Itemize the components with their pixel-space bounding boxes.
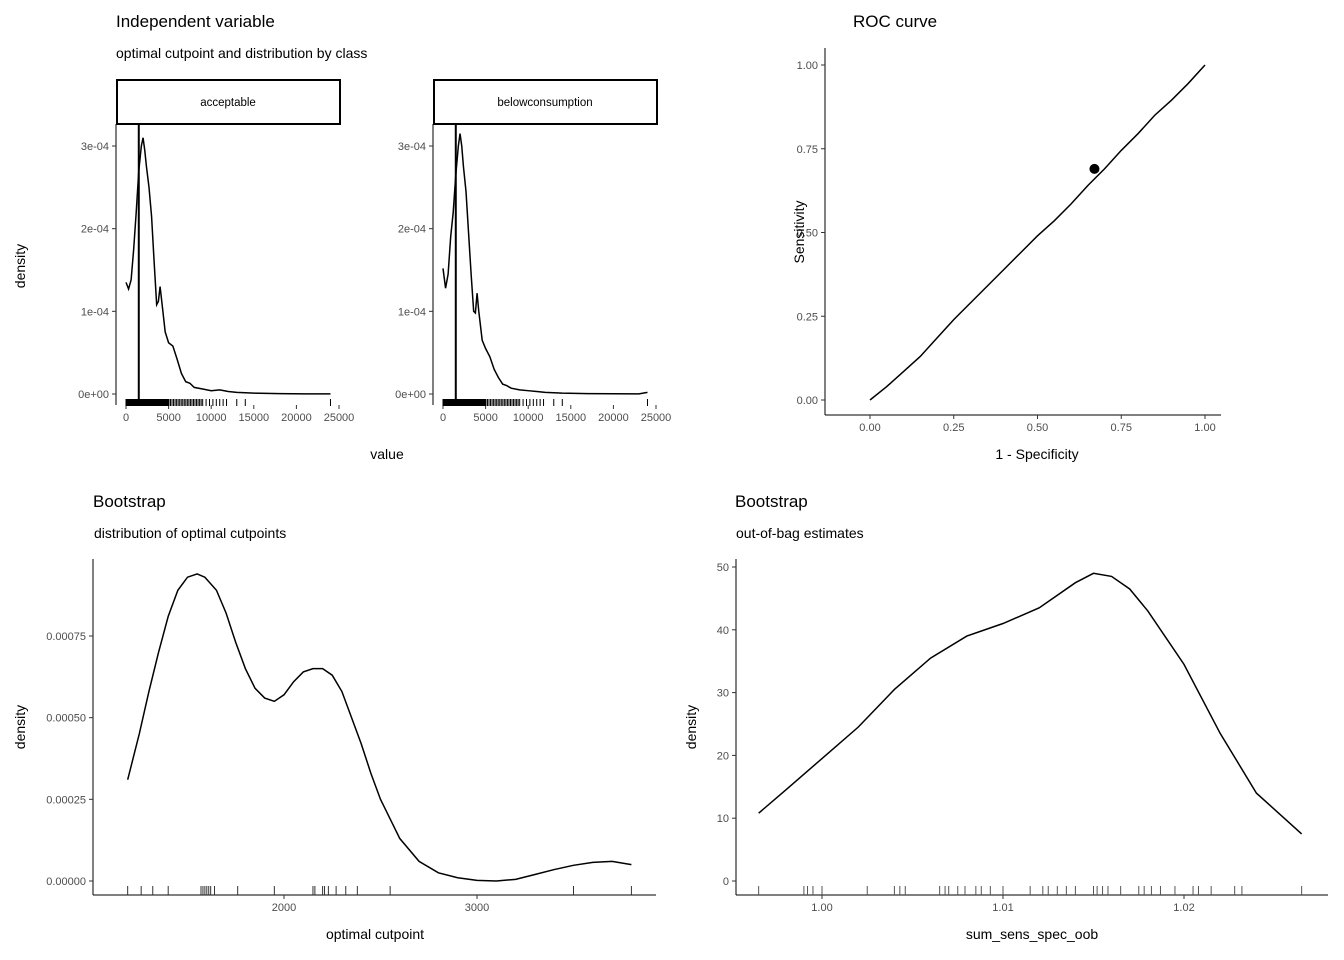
roc-x-tick-label: 0.00 — [859, 422, 880, 434]
facet-belowconsumption-y-tick-label: 2e-04 — [398, 224, 426, 236]
boot-oob-x-tick-label: 1.01 — [992, 902, 1013, 914]
roc-x-ticks: 0.00 0.25 0.50 0.75 1.00 — [859, 415, 1216, 434]
independent-title: Independent variable — [116, 12, 275, 31]
facet-acceptable: acceptable 0e+00 1e-04 2e-04 3e-04 0 5000 100… — [78, 79, 354, 424]
roc-y-tick-label: 0.50 — [797, 228, 818, 240]
boot-oob-y-tick-label: 10 — [717, 813, 729, 825]
facet-belowconsumption-x-tick-label: 20000 — [598, 412, 629, 424]
facet-strip-belowconsumption — [433, 79, 658, 125]
independent-subtitle: optimal cutpoint and distribution by cla… — [116, 45, 367, 61]
facet-belowconsumption-y-tick-label: 0e+00 — [395, 389, 426, 401]
roc-x-tick-label: 0.50 — [1027, 422, 1048, 434]
boot-oob-y-tick-label: 50 — [717, 562, 729, 574]
facet-acceptable-y-tick-label: 1e-04 — [81, 306, 109, 318]
boot-cut-y-tick-label: 0.00025 — [46, 794, 86, 806]
roc-y-tick-label: 0.75 — [797, 144, 818, 156]
boot-oob-y-tick-label: 30 — [717, 688, 729, 700]
facet-belowconsumption-y-tick-label: 3e-04 — [398, 141, 426, 153]
boot-oob-title: Bootstrap — [735, 492, 808, 511]
facet-acceptable-density-line — [125, 137, 331, 395]
boot-oob-rug — [758, 886, 1303, 895]
facet-acceptable-y-tick-label: 2e-04 — [81, 224, 109, 236]
facet-label-belowconsumption: belowconsumption — [497, 97, 592, 109]
bootstrap-cutpoints-panel: Bootstrap distribution of optimal cutpoi… — [12, 492, 656, 942]
roc-y-label: Sensitivity — [791, 200, 807, 263]
facet-belowconsumption-x-tick-label: 25000 — [641, 412, 672, 424]
facet-belowconsumption-y-ticks: 0e+00 1e-04 2e-04 3e-04 — [395, 141, 433, 401]
roc-curve-line — [869, 64, 1206, 401]
bootstrap-oob-panel: Bootstrap out-of-bag estimates 0 10 20 30 40… — [683, 492, 1328, 942]
independent-y-label: density — [12, 244, 28, 288]
facet-acceptable-x-tick-label: 5000 — [156, 412, 180, 424]
facet-acceptable-x-ticks: 0 5000 10000 15000 20000 25000 — [123, 405, 354, 424]
facet-acceptable-x-tick-label: 25000 — [324, 412, 355, 424]
facet-belowconsumption-x-ticks: 0 5000 10000 15000 20000 25000 — [440, 405, 671, 424]
roc-y-tick-label: 0.25 — [797, 311, 818, 323]
boot-cut-subtitle: distribution of optimal cutpoints — [94, 525, 286, 541]
boot-oob-subtitle: out-of-bag estimates — [736, 525, 864, 541]
boot-cut-x-tick-label: 2000 — [272, 902, 296, 914]
facet-acceptable-y-tick-label: 3e-04 — [81, 141, 109, 153]
roc-x-tick-label: 0.75 — [1111, 422, 1132, 434]
boot-cut-y-tick-label: 0.00000 — [46, 876, 86, 888]
roc-x-tick-label: 0.25 — [943, 422, 964, 434]
boot-cut-x-label: optimal cutpoint — [326, 926, 424, 942]
facet-acceptable-x-tick-label: 10000 — [196, 412, 227, 424]
facet-belowconsumption-x-tick-label: 15000 — [556, 412, 587, 424]
boot-oob-y-label: density — [683, 705, 699, 749]
boot-cut-x-ticks: 2000 3000 — [272, 895, 489, 914]
boot-cut-rug — [127, 886, 632, 895]
boot-cut-y-tick-label: 0.00050 — [46, 713, 86, 725]
roc-y-tick-label: 0.00 — [797, 395, 818, 407]
boot-cut-x-tick-label: 3000 — [465, 902, 489, 914]
facet-acceptable-y-tick-label: 0e+00 — [78, 389, 109, 401]
facet-acceptable-x-tick-label: 20000 — [281, 412, 312, 424]
boot-oob-x-tick-label: 1.02 — [1173, 902, 1194, 914]
boot-oob-y-tick-label: 20 — [717, 750, 729, 762]
boot-cut-y-label: density — [12, 705, 28, 749]
boot-cut-title: Bootstrap — [93, 492, 166, 511]
facet-acceptable-x-tick-label: 0 — [123, 412, 129, 424]
roc-title: ROC curve — [853, 12, 937, 31]
roc-y-ticks: 0.00 0.25 0.50 0.75 1.00 — [797, 60, 825, 407]
facet-belowconsumption-density-line — [442, 133, 648, 395]
facet-acceptable-rug — [125, 399, 331, 406]
boot-oob-y-tick-label: 40 — [717, 625, 729, 637]
facet-belowconsumption-rug — [442, 399, 648, 406]
facet-belowconsumption-y-tick-label: 1e-04 — [398, 306, 426, 318]
boot-oob-x-label: sum_sens_spec_oob — [966, 926, 1099, 942]
facet-acceptable-y-ticks: 0e+00 1e-04 2e-04 3e-04 — [78, 141, 116, 401]
facet-strip-acceptable — [116, 79, 341, 125]
boot-cut-density-line — [126, 573, 632, 882]
facet-acceptable-x-tick-label: 15000 — [239, 412, 270, 424]
boot-oob-x-ticks: 1.00 1.01 1.02 — [811, 895, 1195, 914]
boot-oob-y-ticks: 0 10 20 30 40 50 — [717, 562, 736, 888]
boot-oob-y-tick-label: 0 — [723, 876, 729, 888]
roc-optimal-point — [1089, 163, 1100, 174]
boot-oob-density-line — [758, 572, 1303, 835]
roc-x-label: 1 - Specificity — [995, 446, 1078, 462]
facet-belowconsumption: belowconsumption 0e+00 1e-04 2e-04 3e-04 0 5… — [395, 79, 671, 424]
facet-belowconsumption-x-tick-label: 5000 — [473, 412, 497, 424]
facet-belowconsumption-x-tick-label: 0 — [440, 412, 446, 424]
independent-x-label: value — [370, 446, 404, 462]
roc-x-tick-label: 1.00 — [1194, 422, 1215, 434]
roc-panel: ROC curve 0.000.250.500.751.00 0.00 0.25 0… — [791, 12, 1221, 462]
boot-cut-y-tick-label: 0.00075 — [46, 631, 86, 643]
boot-cut-y-ticks: 0.00000 0.00025 0.00050 0.00075 — [46, 631, 93, 888]
independent-variable-panel: Independent variable optimal cutpoint an… — [12, 12, 671, 462]
roc-y-tick-label: 1.00 — [797, 60, 818, 72]
facet-label-acceptable: acceptable — [200, 97, 256, 109]
boot-oob-x-tick-label: 1.00 — [811, 902, 832, 914]
facet-belowconsumption-x-tick-label: 10000 — [513, 412, 544, 424]
